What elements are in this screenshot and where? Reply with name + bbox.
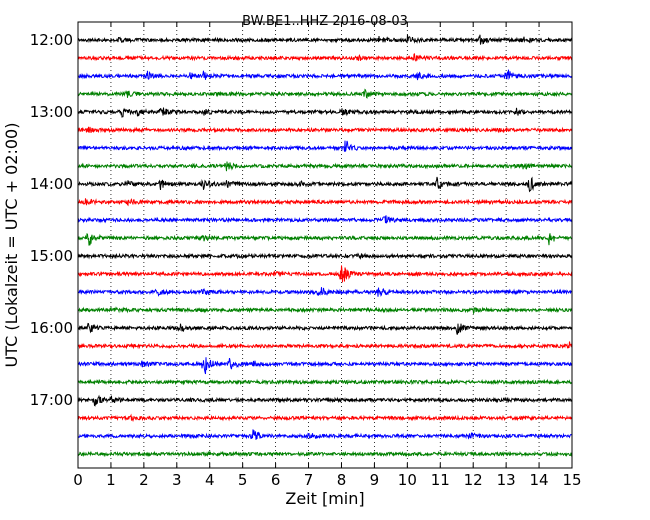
seismic-trace bbox=[77, 429, 572, 440]
seismic-trace bbox=[77, 378, 573, 386]
y-tick-label: 14:00 bbox=[30, 175, 73, 193]
x-tick-label: 5 bbox=[238, 471, 248, 489]
trace-group bbox=[77, 34, 573, 458]
y-tick-label: 16:00 bbox=[30, 319, 73, 337]
seismic-trace bbox=[77, 198, 573, 207]
seismic-trace bbox=[77, 215, 573, 224]
seismic-trace bbox=[77, 306, 573, 315]
seismic-trace bbox=[77, 69, 573, 81]
x-tick-label: 2 bbox=[139, 471, 149, 489]
seismic-trace bbox=[77, 394, 573, 407]
seismic-trace bbox=[77, 107, 573, 118]
seismic-trace bbox=[77, 233, 573, 246]
seismic-trace bbox=[77, 176, 573, 193]
seismic-trace bbox=[77, 322, 573, 335]
x-axis: 0 1 2 3 4 5 6 7 8 9 10 11 12 13 14 15 bbox=[73, 22, 582, 489]
x-tick-label: 9 bbox=[370, 471, 380, 489]
x-tick-label: 7 bbox=[304, 471, 314, 489]
seismic-trace bbox=[77, 357, 573, 375]
plot-frame bbox=[77, 21, 573, 469]
x-axis-label: Zeit [min] bbox=[285, 489, 364, 508]
x-tick-label: 15 bbox=[562, 471, 581, 489]
seismic-trace bbox=[77, 88, 573, 99]
seismic-trace bbox=[77, 126, 573, 134]
seismic-trace bbox=[77, 265, 573, 283]
seismic-trace bbox=[77, 161, 573, 172]
y-tick-label: 12:00 bbox=[30, 31, 73, 49]
x-tick-label: 10 bbox=[398, 471, 417, 489]
y-tick-label: 17:00 bbox=[30, 391, 73, 409]
x-tick-label: 6 bbox=[271, 471, 281, 489]
x-tick-label: 13 bbox=[497, 471, 516, 489]
seismic-trace bbox=[77, 287, 573, 297]
seismic-trace bbox=[77, 341, 573, 350]
seismic-trace bbox=[77, 252, 573, 260]
x-tick-label: 1 bbox=[106, 471, 116, 489]
x-tick-label: 11 bbox=[431, 471, 450, 489]
seismic-trace bbox=[77, 140, 573, 152]
x-tick-label: 8 bbox=[337, 471, 347, 489]
seismic-trace bbox=[77, 34, 573, 45]
seismic-trace bbox=[77, 53, 573, 62]
x-tick-label: 0 bbox=[73, 471, 83, 489]
seismic-trace bbox=[77, 413, 573, 422]
x-tick-label: 12 bbox=[464, 471, 483, 489]
y-axis-label: UTC (Lokalzeit = UTC + 02:00) bbox=[2, 123, 21, 368]
seismic-trace bbox=[77, 450, 573, 458]
x-tick-label: 14 bbox=[530, 471, 549, 489]
y-axis: 12:00 13:00 14:00 15:00 16:00 17:00 bbox=[30, 31, 572, 409]
x-tick-label: 3 bbox=[172, 471, 182, 489]
x-tick-label: 4 bbox=[205, 471, 215, 489]
y-tick-label: 15:00 bbox=[30, 247, 73, 265]
y-tick-label: 13:00 bbox=[30, 103, 73, 121]
